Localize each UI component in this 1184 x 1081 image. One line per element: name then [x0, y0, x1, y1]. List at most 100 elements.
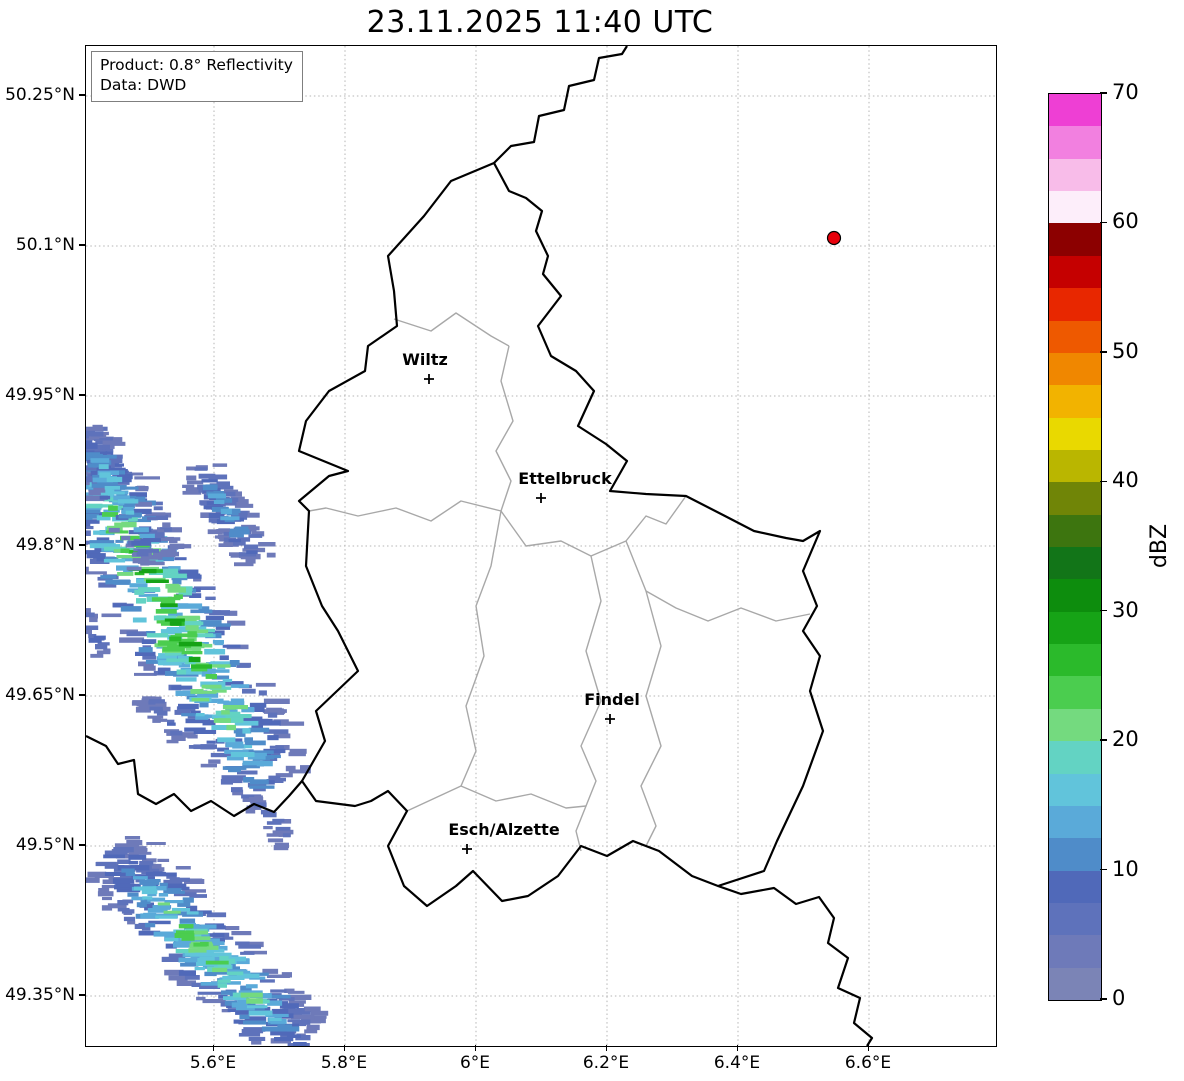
radar-echo — [189, 894, 207, 898]
radar-echo — [217, 979, 231, 983]
radar-echo — [141, 886, 157, 890]
radar-echo — [286, 1034, 301, 1038]
radar-echo — [152, 872, 177, 877]
radar-echo — [147, 893, 157, 897]
radar-echo — [121, 535, 131, 541]
canton-borders — [308, 312, 811, 852]
radar-echo — [205, 484, 218, 490]
radar-echo — [220, 508, 232, 514]
radar-echo — [176, 980, 196, 986]
radar-echo — [211, 506, 229, 512]
radar-echo — [86, 479, 90, 486]
radar-echo — [131, 896, 145, 901]
radar-echo — [282, 833, 291, 838]
radar-echo — [190, 710, 201, 715]
radar-echo — [255, 682, 276, 687]
radar-echo — [197, 692, 219, 698]
radar-echo — [234, 562, 254, 567]
radar-echo — [270, 1030, 287, 1036]
radar-echo — [106, 441, 126, 446]
radar-echo — [186, 905, 198, 912]
radar-echo — [86, 495, 105, 502]
radar-echo — [95, 644, 108, 650]
radar-echo — [268, 775, 281, 780]
radar-echo — [194, 467, 208, 471]
radar-echo — [193, 744, 217, 750]
radar-echo — [277, 1024, 292, 1029]
radar-echo — [238, 552, 257, 557]
radar-echo — [258, 994, 269, 999]
radar-echo — [193, 942, 207, 947]
radar-echo — [185, 718, 211, 724]
radar-echo — [121, 556, 138, 562]
radar-echo — [262, 968, 279, 974]
france-germany-border — [717, 884, 874, 1046]
radar-echo — [175, 866, 191, 870]
canton-border — [500, 495, 687, 557]
radar-echo — [280, 1034, 292, 1039]
radar-echo — [224, 749, 249, 754]
radar-echo — [241, 524, 256, 530]
radar-echo — [162, 573, 187, 579]
luxembourg-border — [297, 161, 825, 908]
radar-echo — [185, 625, 199, 631]
radar-echo — [195, 626, 207, 630]
radar-echo — [223, 996, 247, 1000]
y-tick-label: 49.65°N — [5, 685, 75, 705]
radar-echo — [186, 911, 199, 915]
radar-echo — [209, 664, 231, 668]
radar-echo — [221, 775, 246, 781]
canton-border — [393, 312, 510, 347]
radar-echo — [166, 875, 177, 879]
radar-echo — [86, 625, 99, 630]
radar-echo — [181, 713, 202, 717]
city-label: Ettelbruck — [518, 469, 612, 488]
radar-echo — [174, 933, 195, 938]
radar-echo — [251, 725, 263, 731]
radar-echo — [223, 701, 245, 706]
radar-echo — [121, 868, 135, 873]
radar-echo — [131, 874, 149, 878]
radar-echo — [222, 936, 234, 940]
radar-echo — [245, 558, 256, 564]
radar-echo — [216, 481, 230, 487]
colorbar-step — [1049, 385, 1101, 418]
radar-echo — [202, 720, 216, 726]
radar-echo — [217, 747, 229, 752]
canton-border — [406, 510, 502, 812]
radar-echo — [251, 1039, 262, 1045]
radar-echo — [104, 546, 127, 551]
radar-echo — [235, 1009, 257, 1015]
y-tick-label: 50.1°N — [15, 235, 75, 255]
radar-echo — [243, 1020, 267, 1025]
radar-echo — [86, 430, 95, 437]
radar-echo — [175, 939, 197, 945]
radar-echo — [125, 516, 138, 522]
radar-echo — [116, 555, 141, 559]
colorbar-step — [1049, 611, 1101, 645]
radar-echo — [168, 584, 181, 589]
radar-echo — [190, 951, 214, 957]
radar-echo — [171, 685, 193, 690]
radar-echo — [153, 615, 177, 621]
radar-echo — [92, 424, 103, 429]
radar-echo — [279, 721, 305, 726]
radar-echo — [157, 902, 170, 906]
radar-echo — [173, 594, 183, 599]
radar-echo — [232, 789, 244, 796]
radar-echo — [274, 1037, 294, 1042]
radar-echo — [141, 889, 158, 895]
y-tick-label: 49.8°N — [15, 535, 75, 555]
radar-echo — [219, 955, 229, 961]
radar-echo — [167, 722, 176, 726]
radar-echo — [90, 653, 104, 658]
radar-echo — [94, 874, 114, 878]
radar-echo — [288, 1000, 306, 1004]
radar-echo — [97, 544, 121, 548]
radar-echo — [230, 528, 239, 533]
radar-echo — [156, 539, 168, 543]
radar-echo — [288, 994, 312, 1000]
radar-echo — [123, 496, 146, 502]
radar-echo — [287, 1011, 311, 1015]
radar-echo — [93, 635, 106, 640]
